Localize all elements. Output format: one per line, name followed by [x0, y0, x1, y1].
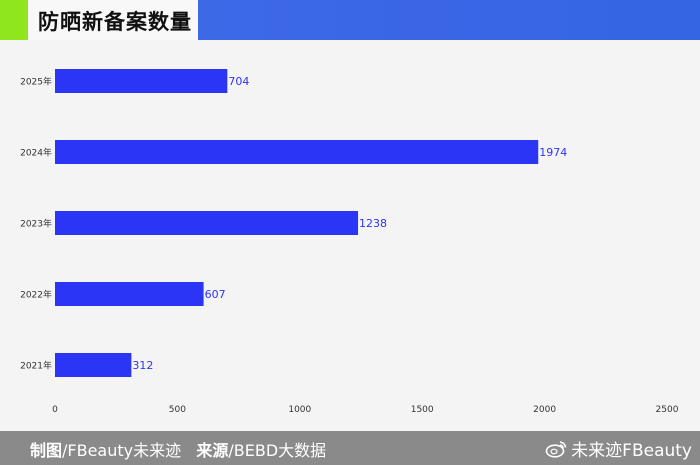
chart-title: 防晒新备案数量 — [38, 10, 192, 34]
y-tick-label: 2025年 — [20, 76, 52, 88]
chart-header: 防晒新备案数量 — [0, 0, 700, 40]
value-label: 1238 — [359, 217, 387, 230]
bar-2023年 — [55, 211, 359, 235]
watermark: 未来迹FBeauty — [545, 436, 692, 461]
bar-2022年 — [55, 282, 204, 306]
value-label: 1974 — [539, 146, 567, 159]
y-tick-label: 2022年 — [20, 289, 52, 301]
value-label: 312 — [132, 359, 153, 372]
accent-block — [0, 0, 28, 40]
x-tick-label: 0 — [52, 405, 58, 415]
value-label: 607 — [205, 288, 226, 301]
bar-2025年 — [55, 69, 228, 93]
value-label: 704 — [228, 75, 249, 88]
y-tick-label: 2024年 — [20, 147, 52, 159]
x-tick-label: 2000 — [533, 405, 556, 415]
x-tick-label: 1000 — [288, 405, 311, 415]
y-tick-label: 2021年 — [20, 360, 52, 372]
title-box — [28, 0, 198, 40]
bar-chart: 2025年 704 2024年 1974 2023年 1238 2022年 607 2021年 3… — [20, 69, 679, 415]
bars-layer — [55, 69, 539, 377]
bar-2024年 — [55, 140, 539, 164]
labels-layer: 2025年 704 2024年 1974 2023年 1238 2022年 607 2021年 3… — [20, 75, 679, 415]
weibo-icon — [545, 440, 567, 458]
y-tick-label: 2023年 — [20, 218, 52, 230]
bar-2021年 — [55, 353, 132, 377]
made-by-value: /FBeauty未来迹 — [62, 441, 182, 460]
watermark-text: 未来迹FBeauty — [571, 441, 692, 461]
x-tick-label: 2500 — [656, 405, 679, 415]
x-tick-label: 500 — [169, 405, 186, 415]
x-tick-label: 1500 — [411, 405, 434, 415]
source-value: /BEBD大数据 — [228, 441, 327, 460]
footer-bar: 制图/FBeauty未来迹 来源/BEBD大数据 未来迹FBeauty — [0, 431, 700, 465]
made-by-label: 制图 — [30, 441, 63, 460]
source-label: 来源 — [196, 441, 229, 460]
credits: 制图/FBeauty未来迹 来源/BEBD大数据 — [30, 437, 326, 461]
